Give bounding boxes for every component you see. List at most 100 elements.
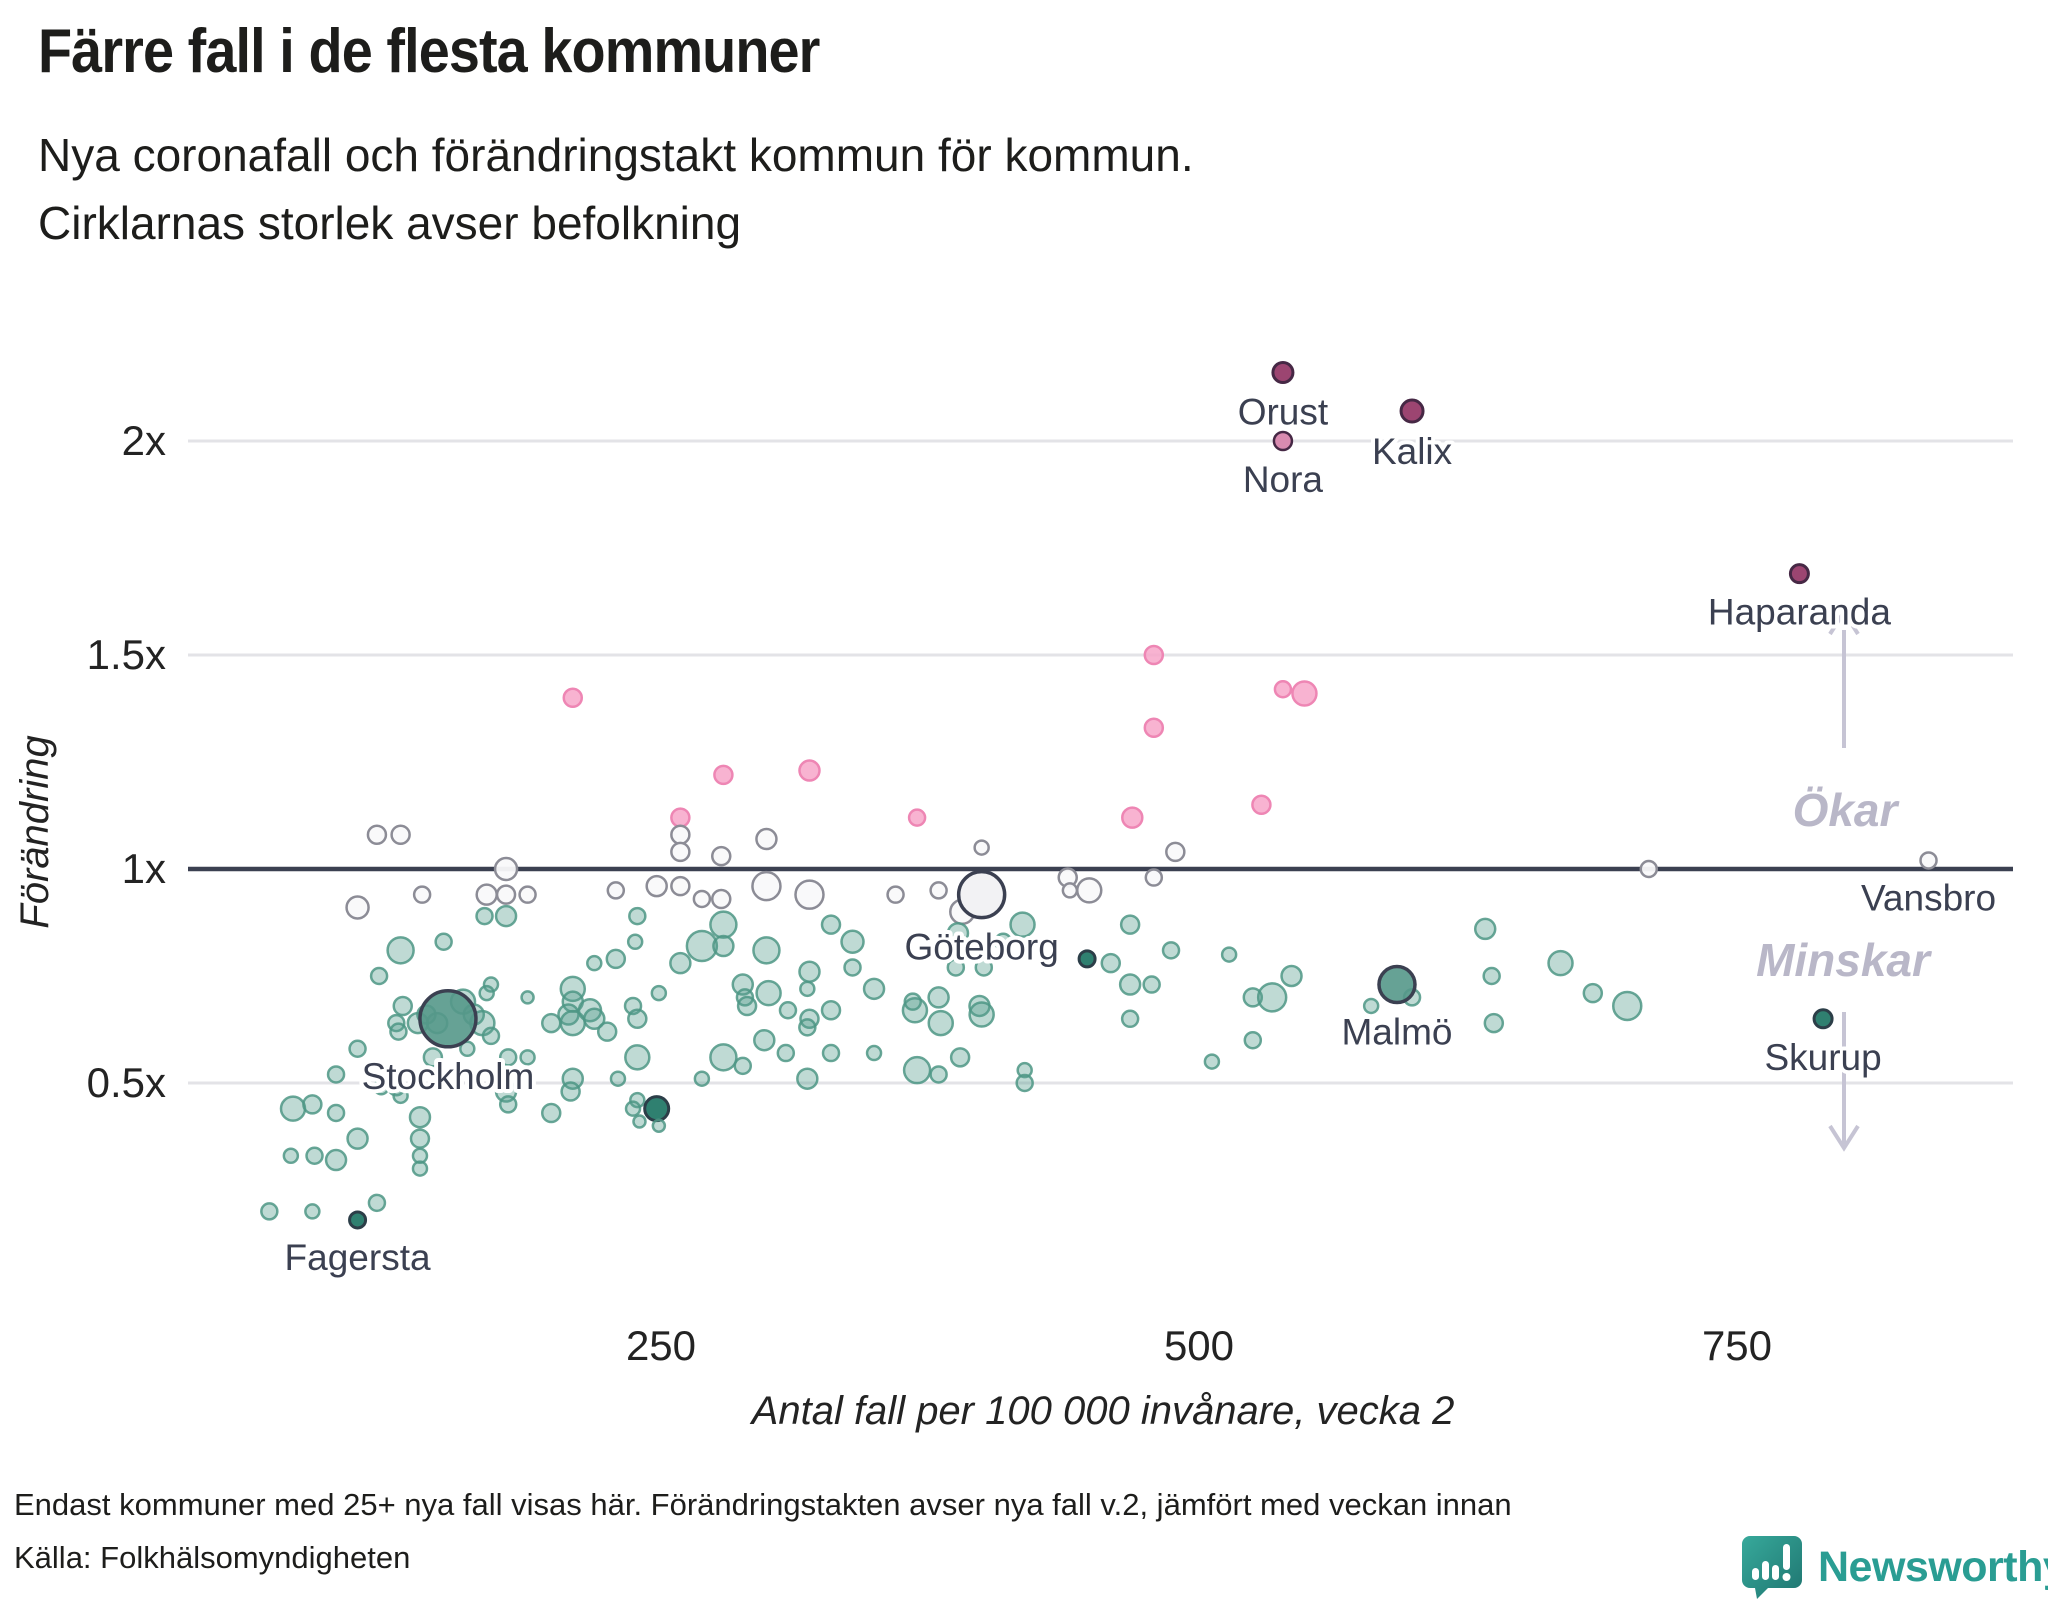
point-label-fagersta: Fagersta bbox=[285, 1237, 431, 1278]
point-label-skurup: Skurup bbox=[1764, 1037, 1881, 1078]
data-point bbox=[1482, 966, 1501, 986]
data-point bbox=[519, 1049, 536, 1066]
data-point bbox=[643, 1095, 671, 1123]
point-label-stockholm: Stockholm bbox=[362, 1056, 535, 1097]
subtitle-line-2: Cirklarnas storlek avser befolkning bbox=[38, 197, 742, 249]
data-point bbox=[693, 1070, 711, 1087]
data-point bbox=[902, 1055, 932, 1085]
data-point bbox=[560, 1081, 581, 1102]
brand-logo: Newsworthy bbox=[1740, 1534, 2048, 1600]
data-point bbox=[1143, 644, 1165, 666]
data-point bbox=[1547, 949, 1574, 977]
data-point bbox=[1203, 1053, 1221, 1070]
data-point bbox=[946, 921, 970, 945]
data-point bbox=[562, 687, 584, 709]
data-point bbox=[367, 1193, 387, 1213]
data-point bbox=[609, 1070, 627, 1087]
data-point-kalix bbox=[1399, 398, 1425, 424]
annotation-up: Ökar bbox=[1793, 784, 1900, 836]
data-point bbox=[495, 884, 517, 905]
data-point bbox=[411, 1160, 429, 1177]
data-point bbox=[282, 1147, 300, 1165]
data-point bbox=[520, 990, 535, 1005]
data-point bbox=[1242, 987, 1264, 1008]
data-point bbox=[626, 933, 644, 951]
data-point bbox=[1142, 975, 1161, 994]
data-point bbox=[711, 888, 732, 910]
data-point bbox=[348, 1039, 367, 1059]
data-point bbox=[498, 1095, 518, 1114]
data-point bbox=[557, 1003, 580, 1026]
data-point bbox=[1582, 982, 1604, 1004]
data-point bbox=[1639, 859, 1659, 879]
y-tick-label: 2x bbox=[122, 417, 166, 464]
data-point bbox=[799, 980, 816, 998]
data-point bbox=[709, 910, 738, 939]
x-tick-label: 500 bbox=[1164, 1322, 1234, 1369]
data-point bbox=[304, 1203, 321, 1220]
data-point bbox=[518, 885, 537, 904]
data-point bbox=[794, 879, 825, 910]
data-point bbox=[752, 936, 781, 965]
data-point bbox=[670, 841, 691, 863]
x-tick-label: 250 bbox=[626, 1322, 696, 1369]
y-tick-label: 1.5x bbox=[87, 631, 166, 678]
data-point bbox=[494, 904, 518, 928]
data-point bbox=[796, 1067, 819, 1090]
data-point bbox=[324, 1148, 348, 1172]
data-point bbox=[692, 889, 712, 909]
data-point bbox=[651, 1118, 667, 1134]
data-point bbox=[583, 1007, 606, 1031]
data-point bbox=[1161, 941, 1181, 960]
point-label-malmö: Malmö bbox=[1341, 1012, 1452, 1053]
data-point bbox=[412, 885, 432, 904]
data-point-orust bbox=[1271, 361, 1295, 385]
data-point bbox=[1220, 946, 1238, 963]
data-point bbox=[1251, 794, 1272, 816]
data-point bbox=[1273, 679, 1293, 699]
data-point bbox=[736, 995, 758, 1017]
data-point bbox=[751, 870, 782, 902]
data-point bbox=[459, 1040, 476, 1058]
data-point bbox=[1144, 868, 1164, 887]
data-point bbox=[1362, 997, 1380, 1015]
data-point bbox=[650, 984, 668, 1002]
newsworthy-logo-icon bbox=[1742, 1536, 1802, 1599]
x-tick-label: 750 bbox=[1702, 1322, 1772, 1369]
point-label-haparanda: Haparanda bbox=[1708, 592, 1892, 633]
data-point bbox=[345, 895, 370, 920]
point-label-nora: Nora bbox=[1243, 459, 1324, 500]
data-point bbox=[974, 958, 994, 977]
data-point bbox=[624, 1044, 651, 1071]
data-point bbox=[669, 951, 692, 975]
data-point bbox=[1077, 949, 1097, 969]
data-point bbox=[540, 1102, 562, 1124]
data-point bbox=[1075, 877, 1103, 904]
data-point bbox=[1143, 717, 1165, 739]
data-point bbox=[478, 984, 495, 1002]
data-point bbox=[302, 1094, 323, 1115]
data-point bbox=[260, 1202, 279, 1221]
data-point bbox=[409, 1128, 431, 1149]
arrow-up-icon bbox=[1828, 608, 1860, 636]
data-point bbox=[865, 1044, 883, 1062]
data-point bbox=[422, 1047, 444, 1068]
data-point bbox=[1009, 911, 1036, 938]
data-point bbox=[907, 808, 927, 827]
data-point-göteborg bbox=[956, 869, 1007, 920]
data-point-stockholm bbox=[418, 989, 478, 1049]
y-tick-label: 1x bbox=[122, 845, 166, 892]
data-point bbox=[755, 979, 782, 1007]
data-point bbox=[605, 948, 627, 970]
data-point bbox=[886, 885, 905, 904]
data-point bbox=[973, 839, 990, 856]
data-point bbox=[713, 764, 734, 786]
data-point bbox=[778, 1000, 798, 1020]
arrow-down-icon bbox=[1828, 1124, 1860, 1152]
data-point bbox=[670, 807, 691, 828]
data-point bbox=[1118, 973, 1142, 996]
data-point bbox=[1119, 914, 1141, 935]
data-point bbox=[475, 906, 494, 926]
data-point bbox=[670, 875, 691, 897]
